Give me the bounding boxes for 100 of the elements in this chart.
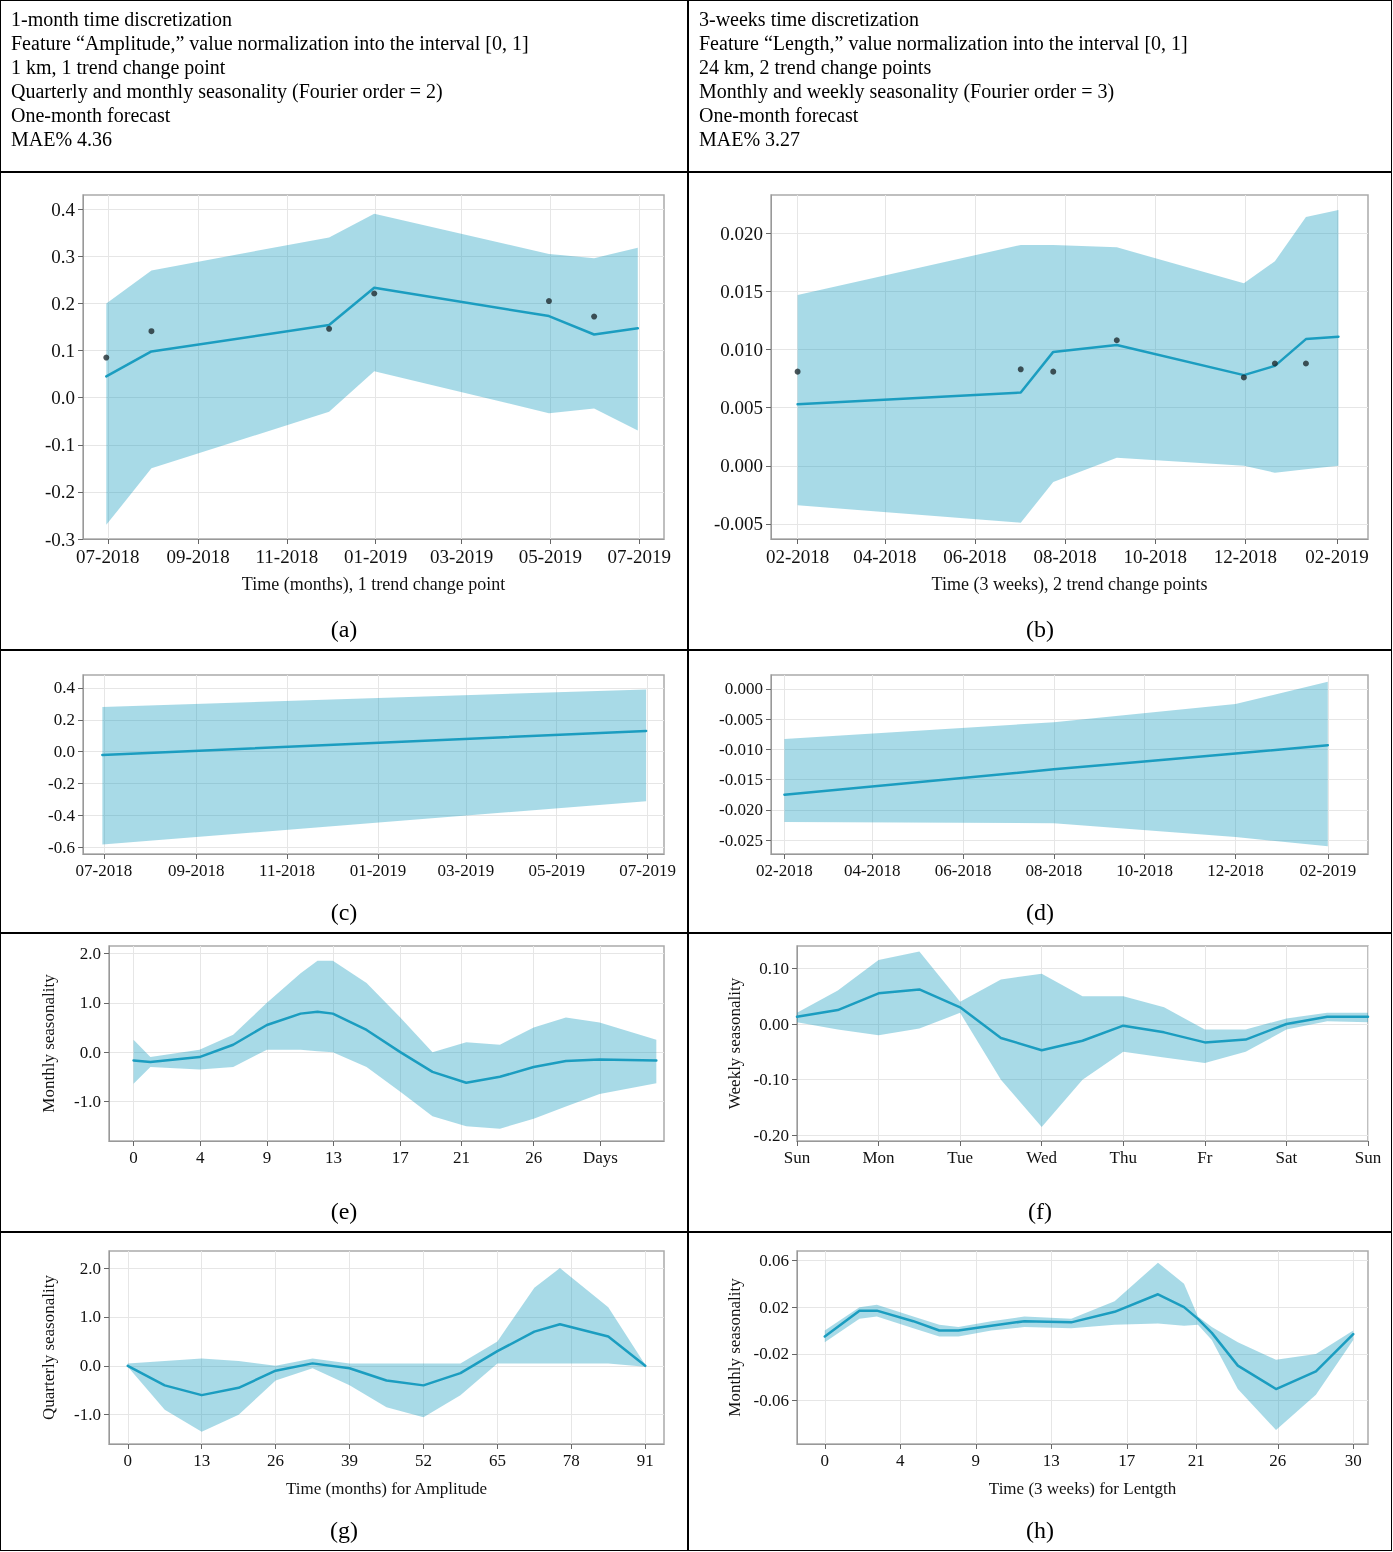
y-tick-label: -0.10 (753, 1070, 789, 1090)
point (148, 328, 155, 335)
y-tick-label: -0.02 (753, 1344, 789, 1364)
y-tick-label: 0.0 (79, 1042, 101, 1062)
x-tick-label: 21 (453, 1148, 471, 1167)
y-tick-label: 0.000 (724, 679, 763, 699)
x-tick-label: Thu (1109, 1148, 1138, 1167)
y-tick-label: -0.3 (44, 528, 75, 550)
text: MAE% 3.27 (699, 127, 802, 151)
line-series (796, 335, 1340, 406)
y-tick-label: 1.0 (79, 1307, 101, 1327)
x-tick-label: 30 (1344, 1451, 1362, 1470)
x-tick-label: 05-2019 (518, 546, 583, 567)
y-tick-label: -0.025 (719, 830, 763, 850)
line-series (126, 1323, 647, 1397)
point (1240, 374, 1247, 381)
x-tick-label: 12-2018 (1213, 546, 1278, 567)
y-tick-label: 0.02 (759, 1297, 789, 1317)
y-tick-label: 1.0 (79, 993, 101, 1013)
y-tick-label: -0.010 (719, 739, 763, 759)
text: 1-month time discretization (11, 7, 234, 31)
x-tick-label: 21 (1187, 1451, 1205, 1470)
x-tick-label: 01-2019 (344, 546, 408, 567)
x-axis-title: Time (3 weeks), 2 trend change points (931, 574, 1208, 595)
text: Monthly and weekly seasonality (Fourier order = 3) (699, 79, 1116, 103)
x-tick-label: 12-2018 (1207, 861, 1264, 880)
y-tick-label: -0.06 (753, 1391, 789, 1411)
text: Feature “Length,” value normalization into the interval [0, 1] (699, 31, 1189, 55)
y-tick-label: 0.0 (51, 387, 75, 409)
x-tick-label: 13 (325, 1148, 343, 1167)
text: One-month forecast (11, 103, 172, 127)
x-tick-label: 09-2018 (167, 861, 225, 880)
y-axis-title: Weekly seasonality (724, 977, 744, 1110)
x-tick-label: 52 (414, 1451, 432, 1470)
x-tick-label: Tue (947, 1148, 974, 1167)
y-tick-label: 0.06 (759, 1250, 789, 1270)
point (1302, 360, 1309, 367)
x-tick-label: 09-2018 (166, 546, 230, 567)
y-tick-label: 0.10 (759, 958, 789, 978)
point (1271, 360, 1278, 367)
x-tick-label: 02-2018 (756, 861, 813, 880)
y-tick-label: 2.0 (79, 943, 101, 963)
point (1113, 337, 1120, 344)
x-tick-label: Sun (1354, 1148, 1382, 1167)
y-tick-label: -0.020 (719, 800, 763, 820)
x-tick-label: 4 (896, 1451, 906, 1470)
x-tick-label: 06-2018 (943, 546, 1007, 567)
y-tick-label: 0.2 (53, 710, 75, 730)
y-tick-label: 0.0 (79, 1356, 101, 1376)
y-axis-title: Monthly seasonality (39, 973, 58, 1113)
x-tick-label: 0 (129, 1148, 138, 1167)
x-tick-label: 17 (1118, 1451, 1136, 1470)
x-tick-label: 9 (262, 1148, 272, 1167)
y-tick-label: -0.005 (713, 513, 763, 535)
y-tick-label: 0.2 (51, 292, 75, 314)
text: 3-weeks time discretization (699, 7, 920, 31)
y-tick-label: -0.4 (48, 806, 76, 826)
x-axis-title: Time (months), 1 trend change point (241, 574, 506, 595)
line-series (105, 286, 640, 378)
x-tick-label: 0 (820, 1451, 830, 1470)
x-tick-label: 13 (1042, 1451, 1060, 1470)
text: Quarterly and monthly seasonality (Fourier order = 2) (11, 79, 444, 103)
y-tick-label: 2.0 (79, 1258, 101, 1278)
x-tick-label: 9 (971, 1451, 981, 1470)
x-tick-label: 02-2019 (1299, 861, 1357, 880)
text: (c) (330, 899, 358, 925)
point (794, 368, 801, 375)
x-tick-label: 04-2018 (853, 546, 917, 567)
x-tick-label: 26 (267, 1451, 285, 1470)
x-axis-title: Time (3 weeks) for Lentgth (988, 1479, 1177, 1498)
y-tick-label: 0.005 (720, 397, 763, 419)
text: 24 km, 2 trend change points (699, 55, 933, 79)
x-tick-label: 01-2019 (349, 861, 407, 880)
y-tick-label: -0.20 (753, 1125, 789, 1145)
y-tick-label: -0.005 (719, 709, 763, 729)
x-tick-label: 11-2018 (259, 861, 316, 880)
y-tick-label: -0.2 (48, 774, 75, 794)
text: 1 km, 1 trend change point (11, 55, 227, 79)
x-tick-label: 07-2018 (75, 861, 133, 880)
y-tick-label: 0.000 (720, 455, 763, 477)
line-series (132, 1010, 658, 1084)
x-tick-label: 03-2019 (429, 546, 494, 567)
y-tick-label: -1.0 (74, 1092, 101, 1112)
text: (a) (330, 616, 358, 642)
x-tick-label: 07-2018 (76, 546, 140, 567)
point (1017, 366, 1024, 373)
text: (b) (1026, 616, 1054, 642)
y-axis-title: Monthly seasonality (724, 1277, 744, 1417)
y-tick-label: 0.1 (51, 340, 75, 362)
x-tick-label: 17 (391, 1148, 410, 1167)
x-tick-label: 06-2018 (934, 861, 992, 880)
line-series (823, 1293, 1355, 1391)
y-tick-label: -0.6 (48, 838, 75, 858)
x-axis-title: Time (months) for Amplitude (285, 1479, 488, 1498)
y-tick-label: -0.1 (44, 434, 75, 456)
x-tick-label: 39 (341, 1451, 359, 1470)
x-tick-label: 08-2018 (1025, 861, 1083, 880)
point (371, 290, 378, 297)
point (1050, 368, 1057, 375)
text: (g) (330, 1517, 358, 1543)
